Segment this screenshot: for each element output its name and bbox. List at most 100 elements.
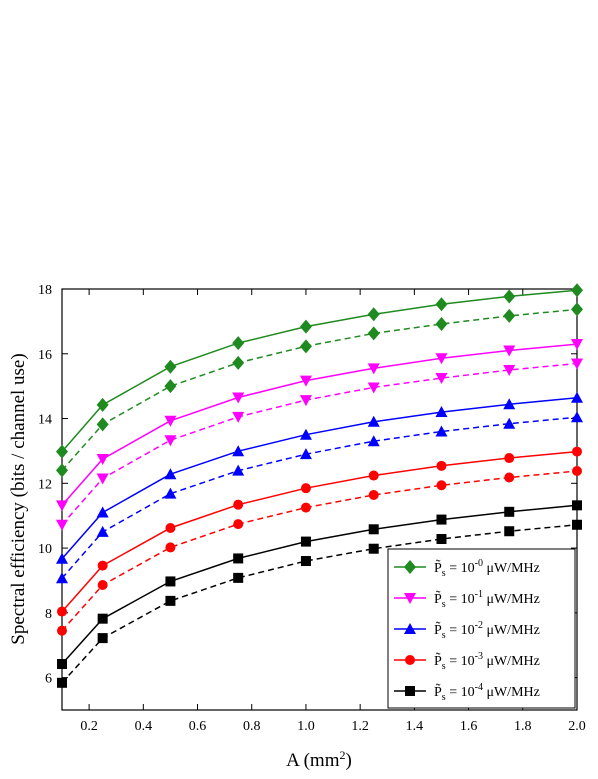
legend-label-sup: -3 <box>475 651 483 662</box>
y-tick-label: 14 <box>38 413 52 428</box>
legend-label-unit: μW/MHz <box>483 654 540 669</box>
x-tick-label: 1.6 <box>460 719 478 734</box>
data-point-solid <box>571 391 583 403</box>
legend-label-mid: = 10 <box>446 561 475 576</box>
x-tick-label: 0.2 <box>80 719 98 734</box>
data-point-solid <box>503 345 516 357</box>
x-tick-label: 0.8 <box>243 719 261 734</box>
data-point-dashed <box>435 373 448 385</box>
data-point-dashed <box>571 358 583 370</box>
data-point-dashed <box>164 435 177 447</box>
series-line-dashed <box>61 308 578 471</box>
legend-label: P̃s = 10-1 μW/MHz <box>434 589 540 610</box>
y-tick-label: 6 <box>45 672 52 687</box>
legend-label-prefix: P̃ <box>434 683 442 700</box>
data-point-dashed <box>232 411 245 423</box>
data-point-solid <box>367 307 380 322</box>
legend-label-unit: μW/MHz <box>483 592 540 607</box>
data-point-dashed <box>164 487 177 499</box>
data-point-dashed <box>572 519 582 530</box>
data-point-solid <box>57 659 67 670</box>
data-point-dashed <box>436 480 447 491</box>
legend-marker <box>404 623 416 634</box>
data-point-dashed <box>299 448 312 460</box>
y-tick-label: 18 <box>38 283 52 298</box>
data-point-dashed <box>57 625 67 636</box>
legend-label: P̃s = 10-0 μW/MHz <box>434 558 540 579</box>
x-tick-label: 2.0 <box>568 719 586 734</box>
data-point-dashed <box>299 395 312 407</box>
data-point-dashed <box>572 466 582 477</box>
legend-marker <box>404 593 416 604</box>
data-point-dashed <box>367 326 380 341</box>
x-tick-label: 1.4 <box>406 719 424 734</box>
legend-label-prefix: P̃ <box>434 652 442 669</box>
data-point-solid <box>164 415 177 427</box>
data-point-solid <box>368 524 379 535</box>
data-point-solid <box>164 468 177 480</box>
data-point-solid <box>571 283 583 298</box>
data-point-dashed <box>503 417 516 429</box>
legend-label-prefix: P̃ <box>434 559 442 576</box>
data-point-solid <box>300 536 311 547</box>
data-point-dashed <box>436 534 447 545</box>
legend-label-mid: = 10 <box>446 654 475 669</box>
data-point-dashed <box>57 677 67 688</box>
data-point-solid <box>232 392 245 404</box>
data-point-dashed <box>300 556 311 567</box>
data-point-solid <box>232 445 245 457</box>
series-layer <box>56 283 583 688</box>
data-point-solid <box>165 522 176 533</box>
legend-label-sub: s <box>442 630 446 641</box>
data-point-dashed <box>56 572 68 584</box>
data-point-solid <box>56 444 68 459</box>
data-point-solid <box>233 499 244 510</box>
legend-label-mid: = 10 <box>446 685 475 700</box>
data-point-solid <box>299 428 312 440</box>
data-point-dashed <box>435 425 448 437</box>
y-tick-label: 10 <box>38 542 52 557</box>
data-point-solid <box>435 297 448 312</box>
data-point-solid <box>299 319 312 334</box>
data-point-solid <box>436 514 447 525</box>
data-point-dashed <box>503 308 516 323</box>
legend-label-mid: = 10 <box>446 623 475 638</box>
data-point-dashed <box>232 355 245 370</box>
data-point-solid <box>503 289 516 304</box>
legend-label-unit: μW/MHz <box>483 685 540 700</box>
legend-label-sup: -4 <box>475 682 483 693</box>
legend-label: P̃s = 10-3 μW/MHz <box>434 651 540 672</box>
data-point-dashed <box>97 633 108 644</box>
data-point-solid <box>97 613 108 624</box>
data-point-solid <box>96 454 109 466</box>
data-point-solid <box>96 397 109 412</box>
data-point-dashed <box>504 526 515 537</box>
y-tick-label: 16 <box>38 348 52 363</box>
data-point-dashed <box>367 435 380 447</box>
data-point-solid <box>57 606 67 617</box>
y-axis-title: Spectral efficiency (bits / channel use) <box>8 353 29 644</box>
data-point-dashed <box>233 519 244 530</box>
data-point-solid <box>504 453 515 464</box>
legend-marker <box>405 686 415 696</box>
data-point-dashed <box>56 463 68 478</box>
x-tick-label: 1.2 <box>351 719 369 734</box>
data-point-solid <box>56 552 68 564</box>
legend-label: P̃s = 10-2 μW/MHz <box>434 620 540 641</box>
data-point-dashed <box>571 302 583 317</box>
legend-label-sup: -2 <box>475 620 483 631</box>
series-line-solid <box>61 289 578 453</box>
legend-label-sub: s <box>442 661 446 672</box>
y-tick-label: 12 <box>38 477 52 492</box>
data-point-dashed <box>56 519 68 531</box>
data-point-solid <box>367 363 380 375</box>
data-point-solid <box>368 470 379 481</box>
x-tick-label: 0.4 <box>135 719 153 734</box>
data-point-dashed <box>232 464 245 476</box>
data-point-solid <box>97 560 108 571</box>
data-point-solid <box>572 446 582 457</box>
data-point-dashed <box>504 472 515 483</box>
